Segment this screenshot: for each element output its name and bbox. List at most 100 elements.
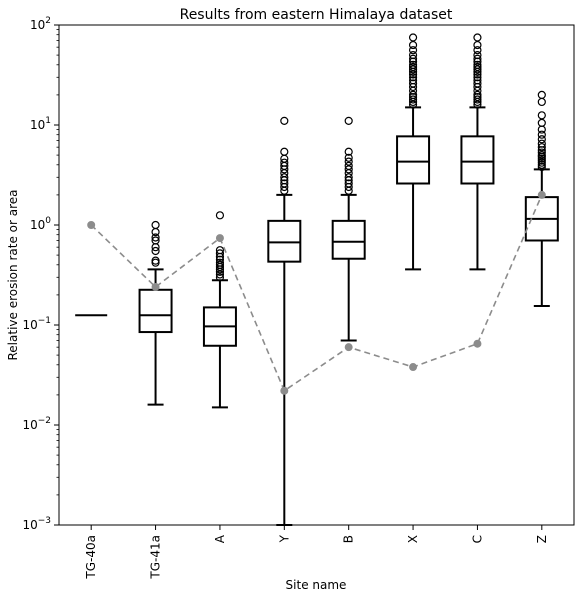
x-tick-label: A [213, 534, 227, 543]
iqr-box [460, 135, 495, 185]
outlier-point [344, 157, 353, 166]
outlier-point [473, 51, 482, 60]
box-TG-41a [138, 220, 173, 406]
series-point [537, 190, 546, 199]
outlier-point [215, 258, 225, 267]
y-tick-label: 10−3 [22, 516, 51, 532]
outlier-point [473, 73, 482, 82]
outlier-point [473, 54, 482, 63]
series-point [409, 363, 418, 372]
x-tick-label: Y [277, 534, 291, 543]
outlier-point [537, 125, 546, 134]
x-tick-label: X [406, 535, 420, 543]
box-X [396, 33, 431, 271]
outlier-point [408, 40, 418, 50]
series-line [90, 194, 543, 392]
outlier-point [473, 95, 482, 104]
iqr-box [267, 219, 302, 263]
outlier-point [215, 255, 225, 264]
outlier-point [408, 90, 418, 99]
outlier-point [344, 116, 353, 125]
series-point [344, 343, 353, 352]
outlier-point [280, 173, 289, 182]
outlier-point [473, 90, 482, 99]
iqr-box [138, 288, 173, 334]
x-tick-label: TG-41a [149, 535, 163, 580]
outlier-point [215, 249, 225, 258]
outlier-point [151, 233, 160, 242]
outlier-point [280, 158, 289, 167]
outlier-point [344, 165, 353, 174]
outlier-point [537, 97, 546, 107]
iqr-box [331, 219, 366, 260]
outlier-point [344, 179, 353, 188]
outlier-point [537, 139, 546, 148]
series-point [151, 282, 160, 291]
outlier-point [473, 76, 482, 85]
plot-area [75, 33, 559, 526]
series-point [473, 339, 482, 348]
y-axis-label: Relative erosion rate or area [6, 190, 20, 361]
series-point [215, 234, 224, 243]
outlier-point [537, 162, 546, 172]
outlier-point [215, 211, 225, 220]
outlier-point [537, 90, 546, 99]
outlier-point [151, 236, 160, 245]
outlier-point [151, 220, 160, 230]
outlier-point [344, 161, 353, 170]
box-A [202, 211, 237, 409]
y-tick-label: 10−1 [22, 316, 51, 332]
outlier-point [537, 143, 546, 152]
outlier-point [473, 93, 482, 102]
outlier-point [408, 95, 418, 104]
outlier-point [215, 273, 225, 282]
outlier-point [408, 60, 418, 69]
x-tick-label: B [342, 535, 356, 543]
outlier-point [408, 76, 418, 85]
axes-frame [58, 24, 575, 526]
outlier-point [537, 135, 546, 144]
outlier-point [537, 118, 546, 127]
y-tick-label: 101 [30, 116, 51, 132]
x-tick-label: TG-40a [84, 535, 98, 580]
outlier-point [408, 54, 418, 63]
outlier-point [473, 62, 482, 72]
outlier-point [473, 60, 482, 69]
outlier-point [408, 79, 418, 88]
y-tick-label: 102 [30, 16, 51, 32]
x-tick-label: C [470, 535, 484, 543]
outlier-point [151, 256, 160, 265]
outlier-point [344, 173, 353, 182]
series-point [280, 386, 289, 395]
outlier-point [280, 147, 289, 156]
outlier-point [280, 179, 289, 188]
x-axis-label: Site name [286, 578, 347, 592]
outlier-point [537, 111, 546, 120]
iqr-box [396, 135, 431, 185]
box-B [331, 116, 366, 342]
outlier-point [408, 65, 418, 74]
outlier-point [215, 246, 225, 255]
x-tick-label: Z [535, 535, 549, 543]
y-tick-label: 10−2 [22, 416, 51, 432]
outlier-point [473, 79, 482, 88]
box-Y [267, 116, 302, 526]
outlier-point [408, 33, 418, 42]
outlier-point [473, 40, 482, 50]
outlier-point [537, 130, 546, 139]
outlier-point [280, 116, 289, 125]
outlier-point [408, 73, 418, 82]
outlier-point [408, 62, 418, 72]
outlier-point [151, 246, 160, 256]
series-point [87, 221, 96, 229]
outlier-point [408, 46, 418, 55]
chart-title: Results from eastern Himalaya dataset [180, 7, 453, 23]
outlier-point [537, 151, 546, 160]
outlier-point [344, 147, 353, 156]
outlier-point [537, 148, 546, 157]
outlier-point [473, 65, 482, 74]
outlier-point [473, 46, 482, 55]
outlier-point [408, 93, 418, 102]
outlier-point [473, 33, 482, 42]
